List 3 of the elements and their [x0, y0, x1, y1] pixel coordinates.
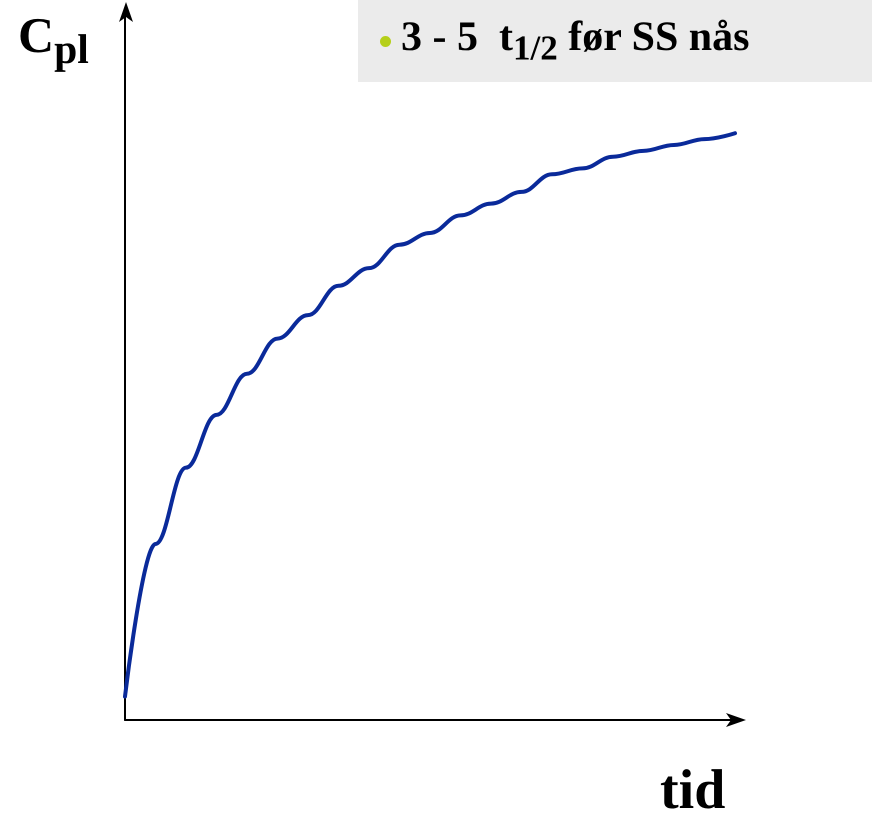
text: 3 - 5 t$_{1/2}$ før SS nås — [401, 13, 750, 69]
y-axis-title: C$_{pl}$ — [18, 7, 89, 74]
x-axis-title: tid — [660, 759, 726, 822]
